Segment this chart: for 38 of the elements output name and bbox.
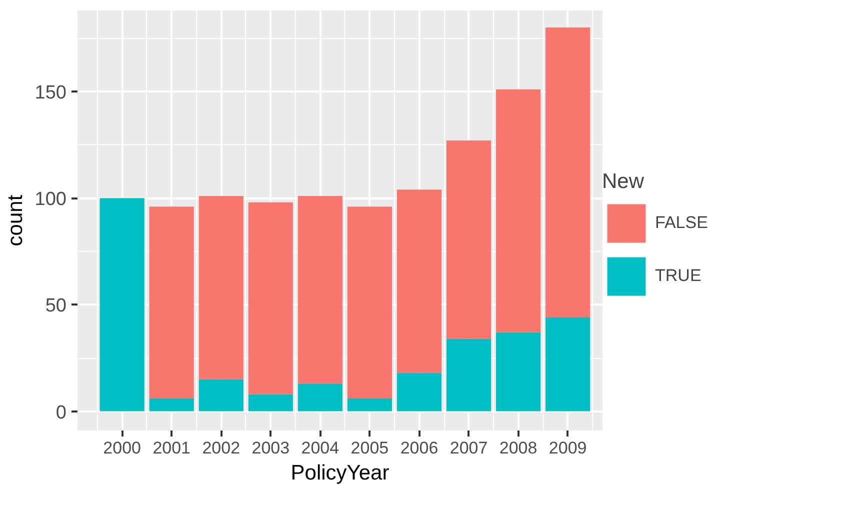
bar bbox=[347, 398, 392, 412]
y-axis-title: count bbox=[4, 194, 27, 246]
bar bbox=[198, 379, 244, 412]
bar bbox=[446, 338, 492, 412]
bar bbox=[496, 89, 541, 332]
y-tick-label: 50 bbox=[45, 296, 67, 317]
y-tick-label: 0 bbox=[56, 402, 67, 424]
x-tick-label: 2004 bbox=[301, 438, 340, 458]
bar bbox=[100, 198, 144, 412]
legend-label: FALSE bbox=[655, 212, 708, 234]
x-tick-label: 2001 bbox=[152, 438, 191, 458]
legend-title: New bbox=[602, 170, 646, 194]
x-axis-title: PolicyYear bbox=[290, 462, 390, 484]
x-tick-label: 2000 bbox=[103, 438, 141, 458]
y-tick-label: 150 bbox=[34, 82, 66, 104]
bar bbox=[198, 196, 244, 380]
legend-label: TRUE bbox=[655, 265, 702, 287]
bar bbox=[496, 332, 541, 412]
y-tick-label: 100 bbox=[34, 189, 66, 210]
x-tick-label: 2007 bbox=[450, 438, 488, 458]
bar bbox=[298, 196, 342, 384]
x-tick-label: 2005 bbox=[350, 438, 389, 458]
bar bbox=[248, 394, 293, 412]
x-tick-label: 2009 bbox=[548, 438, 587, 458]
bar bbox=[446, 140, 492, 339]
x-tick-label: 2002 bbox=[202, 438, 240, 458]
x-tick-label: 2003 bbox=[252, 438, 290, 458]
bar bbox=[347, 206, 392, 399]
bar bbox=[149, 206, 194, 399]
x-tick-label: 2008 bbox=[499, 438, 538, 458]
bar bbox=[396, 372, 442, 412]
bar bbox=[298, 384, 342, 412]
bar bbox=[546, 28, 590, 318]
bar bbox=[546, 318, 590, 412]
x-tick-label: 2006 bbox=[400, 438, 438, 458]
bar bbox=[248, 202, 293, 394]
bar bbox=[149, 398, 194, 412]
bar bbox=[396, 190, 442, 373]
